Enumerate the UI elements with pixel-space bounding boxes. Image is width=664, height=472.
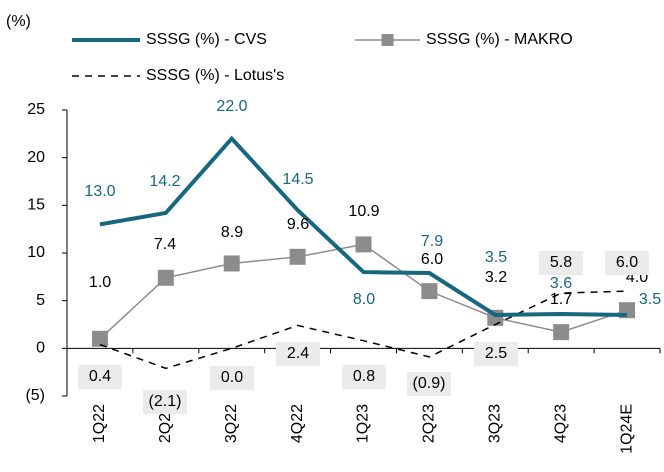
data-label: 3.6 [550, 275, 572, 292]
y-tick-label: 10 [27, 244, 45, 261]
point-marker [223, 255, 240, 272]
data-label: 22.0 [216, 98, 247, 115]
data-label: 3.5 [639, 291, 661, 308]
label-box [276, 342, 320, 366]
data-label: 5.8 [550, 254, 572, 271]
point-marker [421, 283, 438, 300]
data-label: 13.0 [84, 183, 115, 200]
label-box [143, 390, 187, 414]
y-tick-label: 25 [27, 101, 45, 118]
label-box [78, 365, 122, 389]
label-box [474, 342, 518, 366]
label-box [407, 372, 451, 396]
legend-label: SSSG (%) - CVS [146, 31, 267, 48]
y-tick-label: 0 [36, 340, 45, 357]
y-tick-label: 5 [36, 292, 45, 309]
x-tick-label: 3Q23 [486, 404, 503, 443]
data-label: 0.8 [353, 368, 375, 385]
data-label: 6.0 [616, 254, 638, 271]
data-label: 8.9 [221, 224, 243, 241]
x-tick-label: 4Q22 [289, 404, 306, 443]
data-label: 1.0 [89, 274, 111, 291]
point-marker [157, 269, 174, 286]
unit-label: (%) [6, 13, 31, 30]
data-label: 14.5 [282, 171, 313, 188]
data-label: 0.4 [89, 368, 111, 385]
legend-label: SSSG (%) - Lotus's [146, 67, 284, 84]
x-tick-label: 1Q24E [618, 404, 635, 454]
point-marker [355, 236, 372, 253]
label-box [539, 251, 583, 275]
point-marker [289, 248, 306, 265]
data-label: 7.4 [154, 236, 176, 253]
x-tick-label: 2Q23 [421, 404, 438, 443]
y-tick-label: (5) [25, 387, 45, 404]
data-label: 3.5 [485, 249, 507, 266]
x-tick-label: 4Q23 [552, 404, 569, 443]
data-label: (2.1) [149, 393, 182, 410]
point-marker [553, 324, 570, 341]
series-line [99, 290, 628, 370]
data-label: 2.4 [287, 345, 309, 362]
data-label: 3.2 [485, 269, 507, 286]
label-box [210, 366, 254, 390]
data-label: 8.0 [353, 291, 375, 308]
data-label: 1.7 [550, 291, 572, 308]
data-label: 0.0 [221, 369, 243, 386]
label-box [605, 251, 649, 275]
point-marker [91, 330, 108, 347]
x-tick-label: 1Q22 [91, 404, 108, 443]
label-box [342, 365, 386, 389]
data-label: 10.9 [348, 203, 379, 220]
data-label: 6.0 [421, 251, 443, 268]
y-tick-label: 15 [27, 197, 45, 214]
series-line [99, 135, 628, 317]
data-label: 7.9 [421, 233, 443, 250]
y-tick-label: 20 [27, 149, 45, 166]
data-label: (0.9) [413, 375, 446, 392]
x-tick-label: 1Q23 [355, 404, 372, 443]
legend-label: SSSG (%) - MAKRO [426, 31, 573, 48]
legend-marker [381, 34, 394, 46]
data-label: 9.6 [287, 216, 309, 233]
data-label: 14.2 [149, 173, 180, 190]
data-label: 2.5 [485, 345, 507, 362]
x-tick-label: 3Q22 [223, 404, 240, 443]
